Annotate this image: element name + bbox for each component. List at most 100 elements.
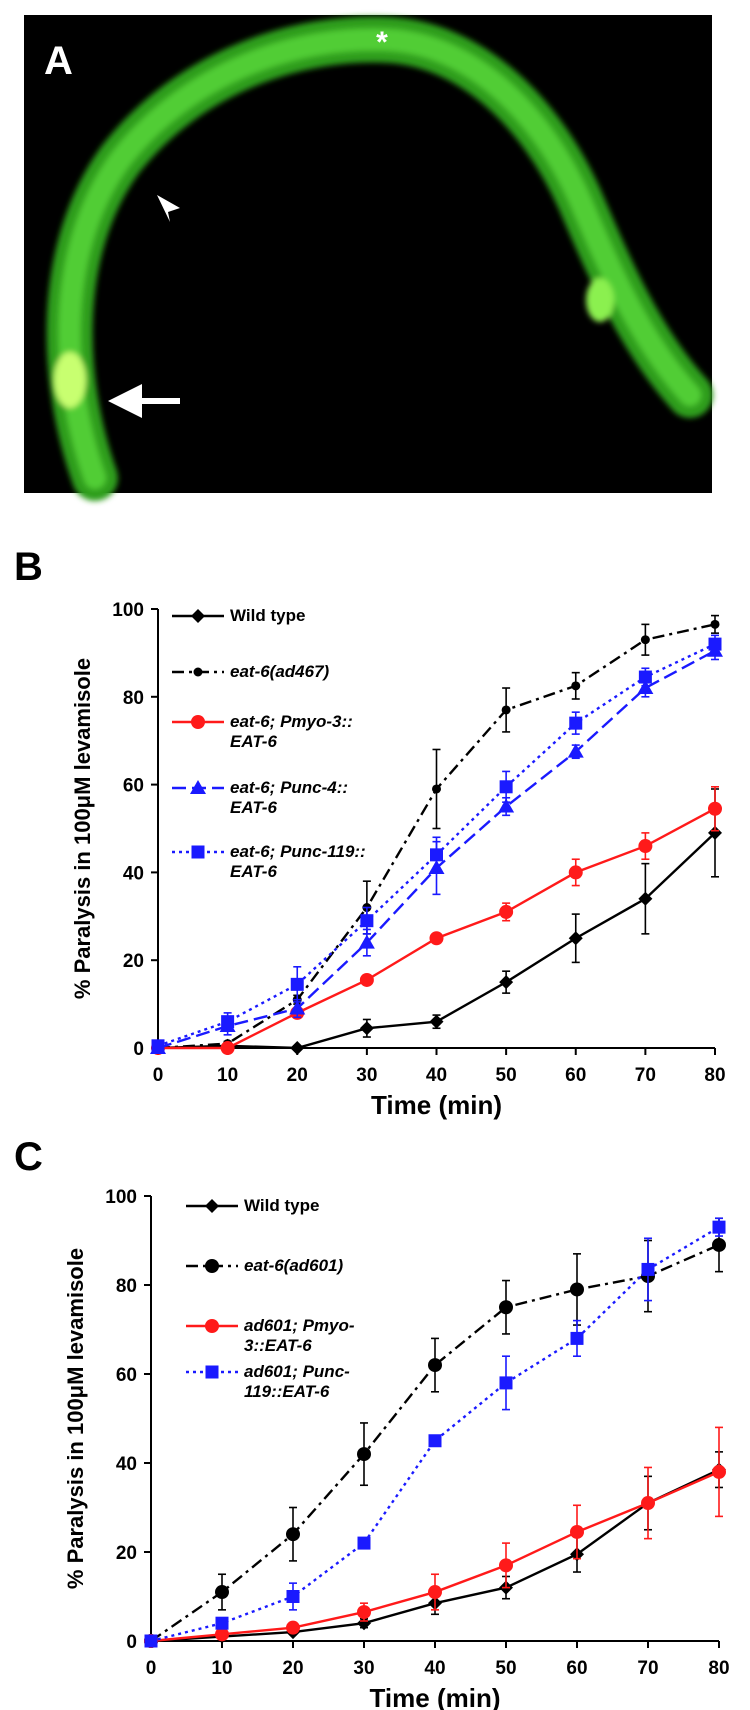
marker [428, 1585, 442, 1600]
marker [428, 1434, 442, 1448]
x-tick-label: 30 [353, 1658, 374, 1679]
series [144, 1451, 726, 1648]
marker [428, 1358, 442, 1373]
x-tick-label: 50 [495, 1658, 516, 1679]
legend-label: ad601; Punc- 119::EAT-6 [244, 1362, 350, 1401]
marker [357, 1447, 371, 1462]
series [151, 788, 722, 1055]
marker [499, 1558, 513, 1573]
marker [641, 1496, 655, 1511]
legend-marker [205, 1199, 219, 1213]
legend-label: eat-6(ad467) [230, 662, 330, 681]
marker [144, 1634, 158, 1648]
marker [359, 1021, 374, 1036]
legend-marker [190, 780, 206, 794]
x-tick-label: 80 [704, 1065, 725, 1086]
marker [499, 904, 514, 919]
x-tick-label: 80 [708, 1658, 729, 1679]
x-tick-label: 30 [356, 1065, 377, 1086]
y-tick-label: 0 [133, 1039, 144, 1060]
legend-marker [191, 609, 205, 623]
panel-label: B [14, 545, 43, 589]
y-tick-label: 100 [112, 600, 144, 621]
marker [712, 1464, 726, 1479]
marker [220, 1041, 235, 1055]
marker [429, 931, 444, 946]
marker [429, 1014, 444, 1029]
marker [570, 1282, 584, 1297]
y-tick-label: 80 [116, 1276, 137, 1297]
legend-entry [172, 609, 224, 623]
legend-entry [172, 780, 224, 794]
marker [638, 670, 652, 684]
y-tick-label: 20 [116, 1543, 137, 1564]
series-line [157, 623, 716, 1050]
legend-marker [205, 1259, 219, 1273]
marker [360, 914, 374, 928]
legend-entry [186, 1319, 238, 1333]
y-tick-label: 40 [116, 1454, 137, 1475]
y-tick-label: 100 [105, 1187, 137, 1208]
marker [286, 1620, 300, 1635]
y-tick-label: 0 [126, 1632, 137, 1653]
marker [151, 1039, 165, 1053]
marker [286, 1590, 300, 1603]
x-axis-label: Time (min) [371, 1090, 502, 1120]
marker [430, 848, 443, 862]
marker [708, 801, 722, 816]
marker [708, 825, 722, 840]
marker [638, 891, 653, 906]
legend-entry [172, 667, 224, 677]
y-tick-label: 60 [123, 776, 144, 797]
y-tick-label: 80 [123, 688, 144, 709]
x-axis-label: Time (min) [370, 1683, 501, 1710]
marker [359, 972, 374, 987]
marker [641, 1262, 655, 1276]
marker [712, 1220, 726, 1234]
x-tick-label: 40 [426, 1065, 447, 1086]
legend-entry [172, 715, 224, 729]
legend-marker [205, 1365, 219, 1379]
legend-label: Wild type [230, 606, 306, 625]
marker [567, 743, 584, 758]
legend-label: eat-6(ad601) [244, 1256, 344, 1275]
marker [215, 1585, 229, 1600]
marker [357, 1616, 371, 1631]
x-tick-label: 0 [153, 1065, 164, 1086]
marker [710, 619, 720, 629]
series-line [150, 1468, 720, 1643]
annotation: * [376, 26, 388, 59]
x-tick-label: 50 [496, 1065, 517, 1086]
y-tick-label: 40 [123, 863, 144, 884]
marker [215, 1616, 229, 1630]
marker [432, 784, 441, 794]
legend-entry [186, 1365, 238, 1379]
x-tick-label: 10 [217, 1065, 238, 1086]
marker [498, 798, 515, 813]
marker [215, 1627, 229, 1642]
legend-label: Wild type [244, 1196, 320, 1215]
x-tick-label: 10 [211, 1658, 232, 1679]
marker [570, 1524, 584, 1539]
series-line [150, 1226, 720, 1643]
y-axis-label: % Paralysis in 100μM levamisole [63, 1248, 88, 1589]
x-tick-label: 70 [637, 1658, 658, 1679]
legend-marker [191, 715, 205, 729]
marker [569, 716, 583, 730]
marker [499, 975, 514, 990]
marker [286, 1527, 300, 1542]
marker [638, 839, 653, 854]
y-tick-label: 20 [123, 951, 144, 972]
series [151, 634, 722, 1053]
legend-label: ad601; Pmyo- 3::EAT-6 [244, 1316, 355, 1355]
legend-label: eat-6; Pmyo-3:: EAT-6 [230, 712, 353, 751]
series-line [150, 1243, 720, 1642]
y-tick-label: 60 [116, 1365, 137, 1386]
marker [568, 931, 583, 946]
panel-label: A [44, 39, 73, 83]
x-tick-label: 70 [635, 1065, 656, 1086]
legend-label: eat-6; Punc-4:: EAT-6 [230, 778, 349, 817]
legend-entry [172, 845, 224, 859]
marker [708, 637, 722, 651]
